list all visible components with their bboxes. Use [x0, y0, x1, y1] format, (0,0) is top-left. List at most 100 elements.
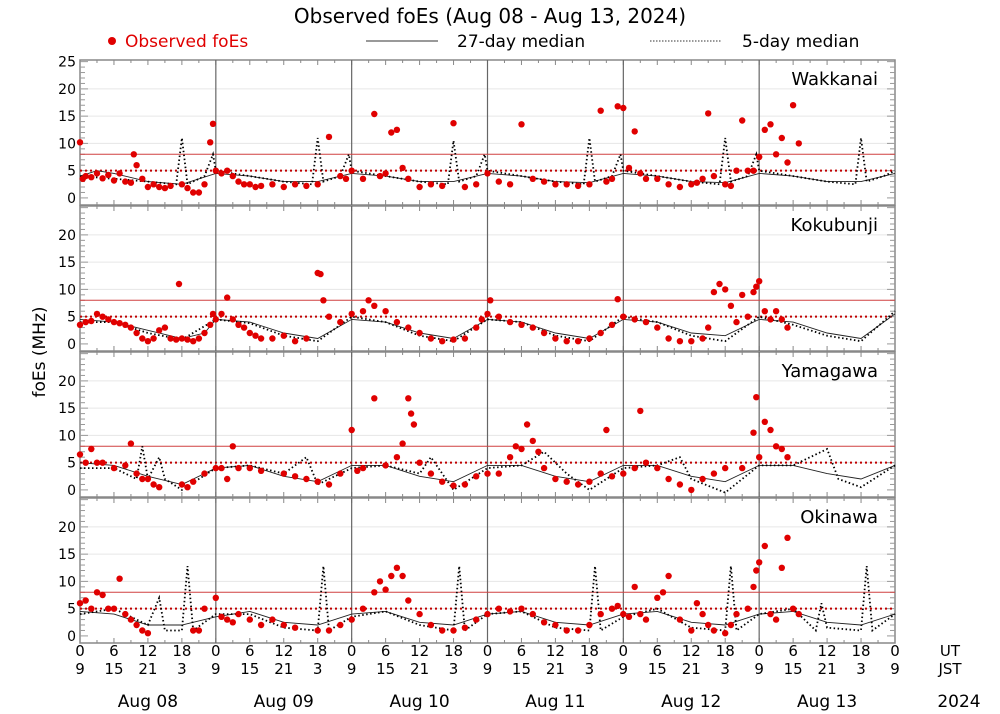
y-tick-label: 5	[67, 310, 76, 326]
observed-point	[127, 440, 135, 447]
observed-point	[348, 616, 355, 623]
observed-point	[506, 608, 514, 615]
observed-point	[201, 181, 208, 188]
observed-point	[110, 318, 118, 326]
median5-line	[80, 446, 896, 494]
observed-point	[173, 336, 180, 343]
observed-point	[212, 594, 219, 601]
observed-point	[642, 318, 650, 326]
y-tick-label: 0	[67, 191, 76, 207]
y-tick-label: 15	[58, 109, 76, 125]
observed-point	[88, 605, 95, 612]
observed-point	[212, 464, 219, 472]
observed-point	[257, 335, 265, 342]
observed-point	[175, 280, 183, 288]
observed-point	[252, 332, 259, 339]
y-tick-label: 0	[67, 337, 76, 353]
observed-point	[82, 459, 89, 466]
ut-tick-label: 6	[245, 642, 255, 660]
observed-point	[772, 308, 780, 315]
observed-point	[461, 481, 469, 488]
observed-point	[767, 121, 774, 128]
observed-point	[518, 445, 525, 453]
observed-point	[190, 338, 197, 345]
observed-point	[133, 470, 140, 477]
observed-point	[218, 170, 225, 177]
ut-tick-label: 0	[483, 642, 493, 660]
observed-point	[393, 126, 401, 133]
observed-point	[110, 605, 118, 612]
observed-point	[608, 321, 616, 328]
observed-point	[405, 175, 412, 182]
observed-point	[710, 288, 718, 296]
observed-point	[540, 178, 548, 185]
observed-point	[597, 107, 604, 114]
observed-point	[676, 481, 684, 488]
day-label: Aug 13	[797, 692, 857, 712]
observed-point	[665, 335, 672, 342]
observed-point	[631, 583, 638, 591]
observed-point	[105, 171, 112, 179]
observed-point	[76, 321, 84, 328]
observed-point	[325, 481, 333, 488]
observed-point	[246, 464, 253, 472]
y-tick-label: 15	[58, 401, 76, 417]
observed-point	[761, 126, 768, 133]
jst-tick-label: 15	[648, 660, 667, 678]
jst-tick-label: 21	[682, 660, 701, 678]
observed-point	[529, 610, 536, 618]
observed-point	[337, 621, 344, 629]
observed-point	[325, 133, 333, 141]
legend-median27-label: 27-day median	[457, 32, 585, 52]
jst-tick-label: 21	[410, 660, 429, 678]
observed-point	[348, 310, 355, 318]
day-label: Aug 08	[118, 692, 178, 712]
observed-point	[450, 120, 457, 127]
ut-tick-label: 0	[754, 642, 764, 660]
observed-point	[784, 159, 791, 166]
observed-point	[184, 184, 191, 192]
observed-point	[246, 329, 253, 337]
observed-point	[410, 421, 418, 428]
observed-point	[190, 189, 197, 196]
observed-point	[76, 600, 84, 607]
observed-point	[540, 329, 548, 337]
observed-point	[195, 627, 203, 634]
jst-tick-label: 15	[240, 660, 259, 678]
jst-tick-label: 15	[376, 660, 395, 678]
observed-point	[699, 610, 706, 618]
observed-point	[495, 605, 502, 612]
observed-point	[88, 317, 95, 325]
observed-point	[127, 616, 135, 623]
observed-point	[739, 291, 746, 299]
observed-point	[506, 318, 514, 326]
observed-point	[416, 329, 423, 337]
observed-point	[348, 426, 355, 434]
observed-point	[337, 470, 344, 477]
observed-point	[207, 139, 214, 146]
station-label: Wakkanai	[791, 69, 878, 90]
y-tick-label: 5	[67, 164, 76, 180]
observed-point	[552, 621, 559, 629]
observed-point	[354, 467, 361, 474]
jst-tick-label: 3	[449, 660, 459, 678]
observed-point	[439, 478, 446, 485]
observed-point	[756, 278, 763, 285]
observed-point	[535, 448, 542, 455]
observed-point	[280, 621, 287, 629]
observed-point	[484, 610, 491, 618]
ut-tick-label: 6	[653, 642, 663, 660]
y-tick-label: 0	[67, 629, 76, 645]
observed-point	[405, 324, 412, 331]
observed-point	[116, 170, 123, 177]
legend-observed-label: Observed foEs	[125, 32, 248, 52]
observed-point	[82, 597, 89, 604]
observed-point	[688, 486, 695, 494]
observed-point	[314, 478, 321, 485]
observed-point	[753, 394, 760, 401]
observed-point	[439, 627, 446, 634]
jst-tick-label: 3	[585, 660, 595, 678]
observed-point	[178, 481, 186, 488]
observed-point	[178, 181, 186, 188]
observed-point	[291, 338, 299, 345]
